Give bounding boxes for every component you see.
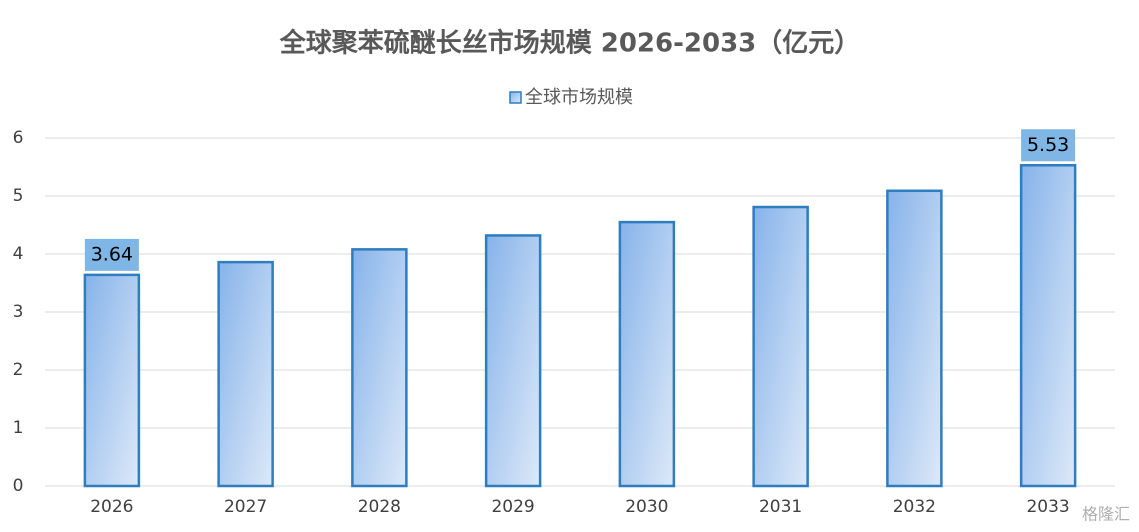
data-label-box (1021, 129, 1076, 162)
y-tick-label: 5 (13, 186, 24, 206)
chart-title: 全球聚苯硫醚长丝市场规模 2026-2033（亿元） (279, 28, 861, 59)
bar (83, 273, 141, 488)
x-tick-label: 2026 (90, 497, 133, 517)
x-tick-label: 2028 (358, 497, 401, 517)
legend-label: 全球市场规模 (525, 87, 633, 108)
y-tick-label: 1 (13, 418, 24, 438)
x-tick-label: 2033 (1026, 497, 1069, 517)
data-label: 5.53 (1027, 134, 1069, 156)
x-tick-label: 2031 (759, 497, 802, 517)
x-tick-label: 2032 (893, 497, 936, 517)
bar (618, 220, 676, 488)
x-tick-label: 2027 (224, 497, 267, 517)
data-label: 3.64 (91, 243, 133, 265)
legend-swatch (509, 91, 522, 104)
bar (217, 260, 274, 488)
y-tick-label: 2 (13, 360, 24, 380)
watermark: 格隆汇 (1082, 505, 1130, 524)
bar (484, 234, 542, 488)
bar (351, 248, 408, 488)
bar (886, 189, 943, 488)
data-label-box (84, 238, 139, 271)
bar (1019, 164, 1077, 488)
y-tick-label: 0 (13, 476, 24, 496)
x-tick-label: 2030 (625, 497, 668, 517)
y-tick-label: 3 (13, 302, 24, 322)
y-tick-label: 6 (13, 128, 24, 148)
y-tick-label: 4 (13, 244, 24, 264)
x-tick-label: 2029 (491, 497, 534, 517)
bar (752, 205, 809, 488)
